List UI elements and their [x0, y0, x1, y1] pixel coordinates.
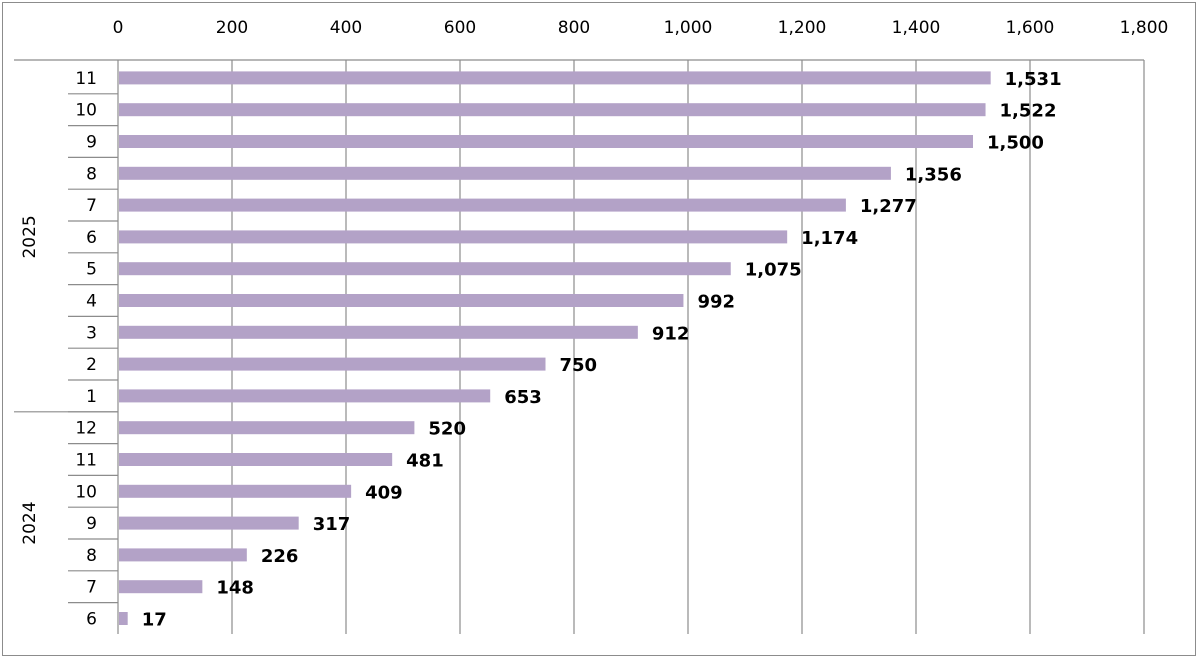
- x-tick-label: 1,000: [664, 18, 713, 38]
- bar: [119, 516, 299, 530]
- category-label: 6: [86, 610, 97, 630]
- category-label: 6: [86, 228, 97, 248]
- bar: [119, 548, 247, 562]
- bars: [119, 71, 991, 625]
- bar: [119, 325, 638, 339]
- data-label: 317: [313, 514, 351, 535]
- bar: [119, 294, 684, 307]
- bar: [119, 198, 846, 212]
- category-label: 8: [86, 546, 97, 566]
- data-label: 1,500: [987, 133, 1044, 154]
- x-tick-label: 600: [444, 18, 476, 38]
- category-label: 1: [86, 387, 97, 407]
- data-label: 653: [504, 387, 542, 408]
- axes: [14, 59, 1144, 634]
- data-label: 226: [261, 546, 299, 567]
- category-label: 10: [75, 101, 97, 121]
- data-label: 1,531: [1005, 69, 1062, 90]
- group-label-2025: 2025: [20, 215, 40, 258]
- data-label: 992: [697, 292, 735, 313]
- category-label: 9: [86, 514, 97, 534]
- data-label: 481: [406, 451, 444, 472]
- x-tick-labels: 0 200 400 600 800 1,000 1,200 1,400 1,600 1,800: [113, 18, 1169, 38]
- category-label: 9: [86, 133, 97, 153]
- data-label: 912: [652, 323, 690, 344]
- bar: [119, 612, 128, 625]
- data-label: 520: [428, 419, 466, 440]
- bar: [119, 389, 491, 403]
- bar: [119, 357, 546, 371]
- data-label: 1,277: [860, 196, 917, 217]
- bar: [119, 421, 415, 435]
- category-label: 12: [75, 419, 97, 439]
- x-tick-label: 1,200: [778, 18, 827, 38]
- data-label: 1,075: [745, 260, 802, 281]
- bar: [119, 71, 991, 85]
- category-labels: 11 10 9 8 7 6 5 4 3 2 1 12 11 10 9 8 7 6 2025 2024: [20, 69, 97, 630]
- bar: [119, 484, 352, 498]
- gridlines: [231, 60, 1145, 634]
- category-label: 3: [86, 323, 97, 343]
- x-tick-label: 200: [216, 18, 248, 38]
- x-tick-label: 400: [330, 18, 362, 38]
- group-label-2024: 2024: [20, 501, 40, 544]
- category-label: 11: [75, 69, 97, 89]
- bar: [119, 135, 973, 148]
- x-tick-label: 800: [558, 18, 590, 38]
- category-label: 10: [75, 482, 97, 502]
- data-label: 17: [142, 610, 167, 631]
- bar: [119, 453, 393, 466]
- bar: [119, 230, 788, 244]
- data-label: 1,356: [905, 164, 962, 185]
- category-label: 5: [86, 260, 97, 280]
- x-tick-label: 1,600: [1006, 18, 1055, 38]
- category-label: 11: [75, 451, 97, 471]
- category-label: 8: [86, 164, 97, 184]
- data-label: 1,174: [801, 228, 858, 249]
- data-label: 148: [216, 578, 254, 599]
- category-label: 4: [86, 292, 97, 312]
- x-tick-label: 1,800: [1120, 18, 1169, 38]
- bar: [119, 103, 986, 117]
- category-label: 7: [86, 578, 97, 598]
- x-tick-label: 1,400: [892, 18, 941, 38]
- bar: [119, 262, 731, 276]
- data-label: 1,522: [1000, 101, 1057, 122]
- x-tick-label: 0: [113, 18, 124, 38]
- data-label: 409: [365, 482, 403, 503]
- bar: [119, 166, 891, 180]
- data-label: 750: [560, 355, 598, 376]
- category-label: 2: [86, 355, 97, 375]
- bar: [119, 580, 203, 594]
- category-label: 7: [86, 196, 97, 216]
